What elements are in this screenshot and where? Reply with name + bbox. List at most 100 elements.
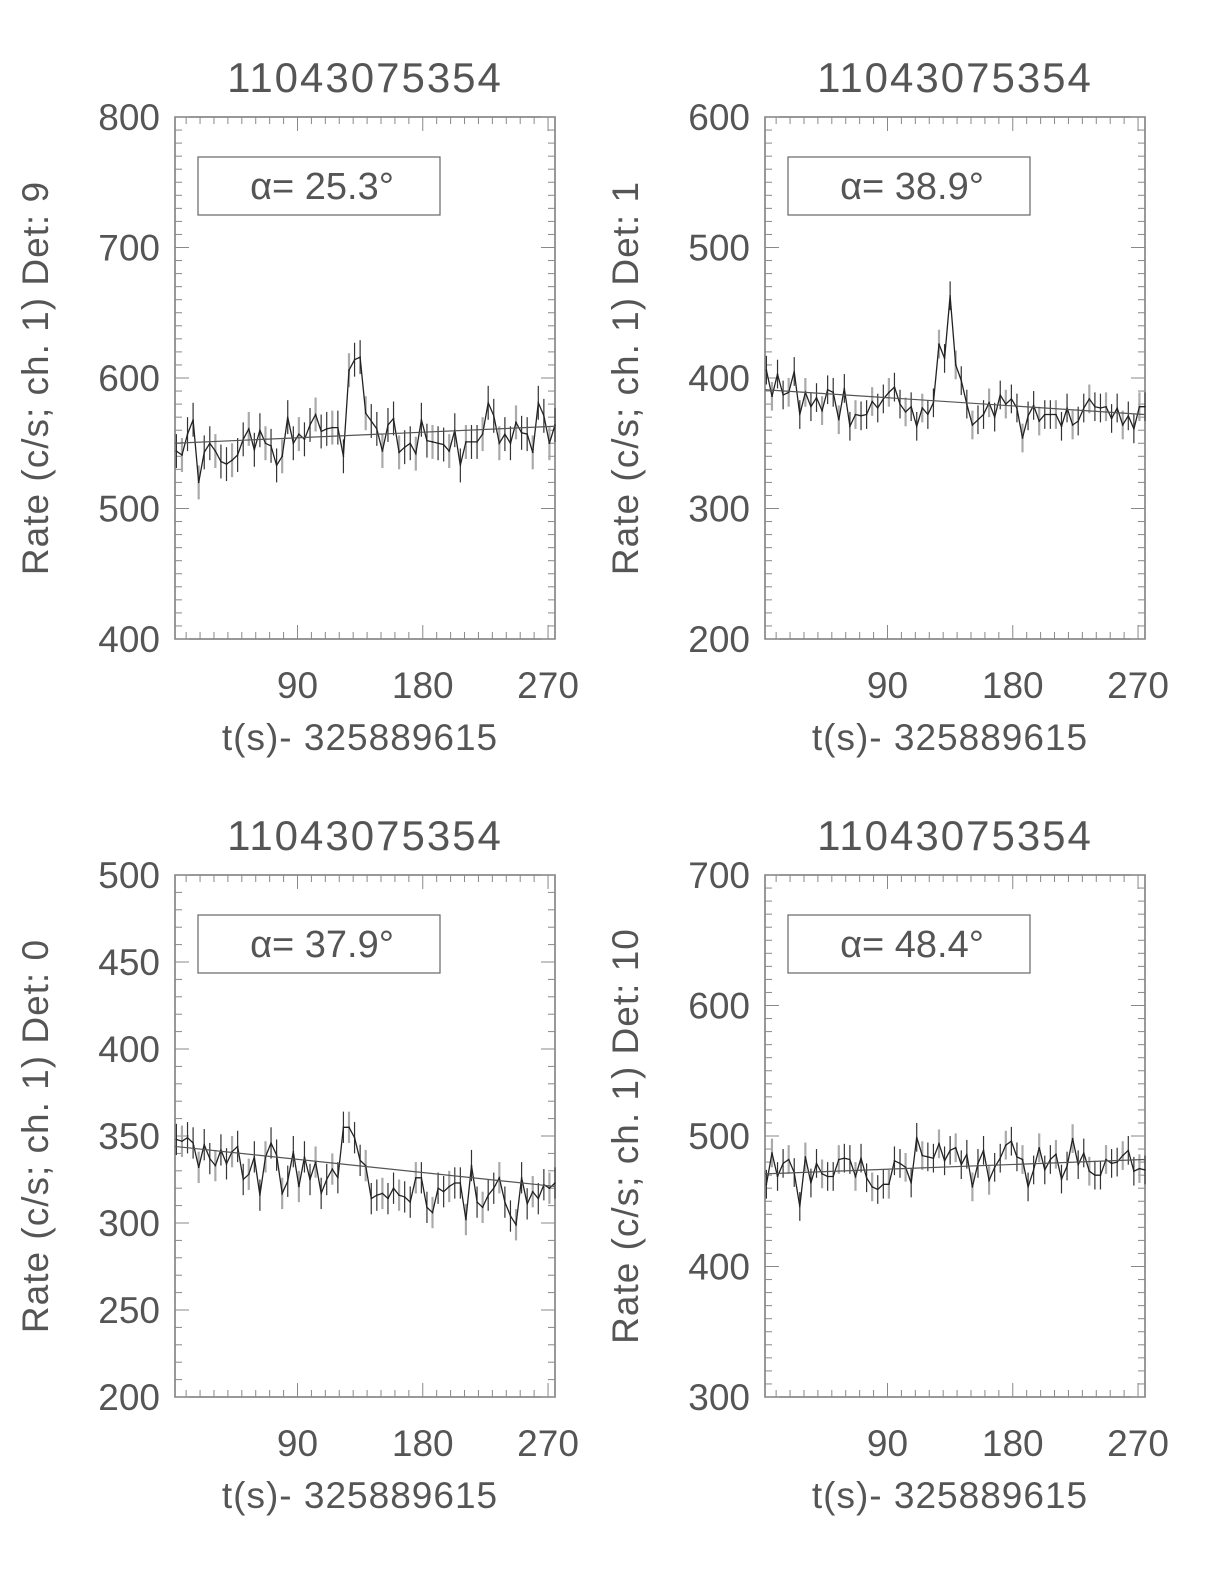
data-point (849, 425, 851, 428)
data-point (387, 424, 389, 426)
data-point (899, 403, 901, 405)
x-tick-label: 270 (1107, 1423, 1169, 1464)
data-point (798, 1205, 801, 1208)
data-point (298, 433, 300, 435)
data-point (537, 401, 540, 404)
data-point (264, 442, 267, 445)
data-point (420, 1176, 423, 1179)
y-tick-label: 200 (688, 619, 750, 660)
data-point (1049, 413, 1052, 416)
data-point (1138, 405, 1141, 408)
data-point (292, 1150, 295, 1153)
x-tick-label: 180 (982, 665, 1044, 706)
y-tick-label: 250 (98, 1290, 160, 1331)
data-point (1127, 1149, 1130, 1152)
data-point (370, 1197, 373, 1200)
data-point (331, 1168, 334, 1170)
annotation-label: α= 38.9° (840, 166, 984, 208)
data-point (915, 425, 918, 428)
data-point (1027, 415, 1029, 417)
data-point (420, 418, 423, 421)
data-point (325, 1178, 328, 1181)
data-point (1071, 424, 1074, 426)
data-point (459, 1182, 462, 1184)
data-point (904, 1166, 907, 1169)
data-point (415, 1176, 417, 1179)
data-point (988, 1179, 990, 1182)
y-tick-label: 600 (98, 358, 160, 399)
x-tick-label: 90 (867, 1423, 908, 1464)
data-point (910, 405, 912, 408)
data-point (203, 451, 206, 454)
annotation-box (197, 156, 441, 216)
data-point (309, 1178, 311, 1181)
y-tick-label: 300 (688, 489, 750, 530)
data-point (765, 369, 768, 371)
data-point (1138, 1167, 1141, 1170)
y-tick-label: 700 (688, 855, 750, 896)
data-point (815, 1162, 818, 1165)
data-point (353, 1136, 356, 1139)
data-point (337, 1176, 339, 1179)
y-tick-label: 700 (98, 228, 160, 269)
y-tick-label: 500 (688, 228, 750, 269)
data-point (893, 386, 896, 388)
data-point (487, 401, 489, 404)
data-point (776, 1175, 779, 1178)
x-tick-label: 180 (392, 665, 454, 706)
data-point (208, 442, 211, 445)
data-point (342, 1126, 345, 1129)
data-point (1038, 1146, 1041, 1149)
data-point (826, 1175, 829, 1178)
data-point (904, 411, 907, 413)
x-tick-label: 90 (277, 665, 318, 706)
data-point (286, 416, 289, 418)
data-point (554, 1182, 556, 1184)
data-point (242, 1178, 245, 1181)
data-point (431, 1211, 434, 1214)
data-point (415, 452, 417, 455)
x-tick-label: 270 (517, 1423, 579, 1464)
chart-panel: 11043075354 90 180 270 200 250 300 350 400 450 500… (15, 812, 579, 1516)
data-point (353, 358, 356, 361)
data-point (320, 430, 322, 433)
y-tick-label: 400 (98, 619, 160, 660)
data-point (782, 1162, 784, 1165)
fit-line (174, 425, 556, 444)
x-axis-label: t(s)- 325889615 (812, 1475, 1088, 1516)
data-point (832, 1175, 835, 1178)
data-point (504, 1201, 506, 1203)
data-point (1071, 1137, 1074, 1140)
data-point (220, 460, 222, 463)
data-point (359, 1159, 361, 1162)
data-point (470, 441, 473, 443)
data-point (815, 396, 818, 399)
x-axis-label: t(s)- 325889615 (222, 717, 498, 758)
data-point (771, 1152, 773, 1154)
data-point (225, 463, 228, 465)
data-point (214, 450, 217, 452)
data-point (988, 401, 990, 404)
data-point (526, 1203, 528, 1205)
data-point (821, 1173, 823, 1175)
data-point (181, 454, 183, 456)
data-point (259, 429, 261, 432)
data-point (882, 398, 885, 400)
y-axis-label: Rate (c/s; ch. 1) Det: 1 (605, 181, 646, 575)
data-point (1116, 407, 1118, 409)
data-point (376, 428, 378, 430)
data-point (1055, 413, 1057, 416)
data-point (453, 1182, 456, 1184)
data-point (910, 1182, 912, 1184)
data-point (993, 1166, 996, 1169)
data-point (548, 442, 551, 445)
data-point (865, 1176, 868, 1179)
data-point (309, 424, 311, 426)
annotation-label: α= 37.9° (250, 924, 394, 966)
data-point (459, 464, 462, 467)
data-point (999, 394, 1002, 396)
data-point (231, 459, 233, 462)
data-point (498, 1176, 501, 1179)
data-point (960, 1163, 963, 1166)
annotation-label: α= 48.4° (840, 924, 984, 966)
